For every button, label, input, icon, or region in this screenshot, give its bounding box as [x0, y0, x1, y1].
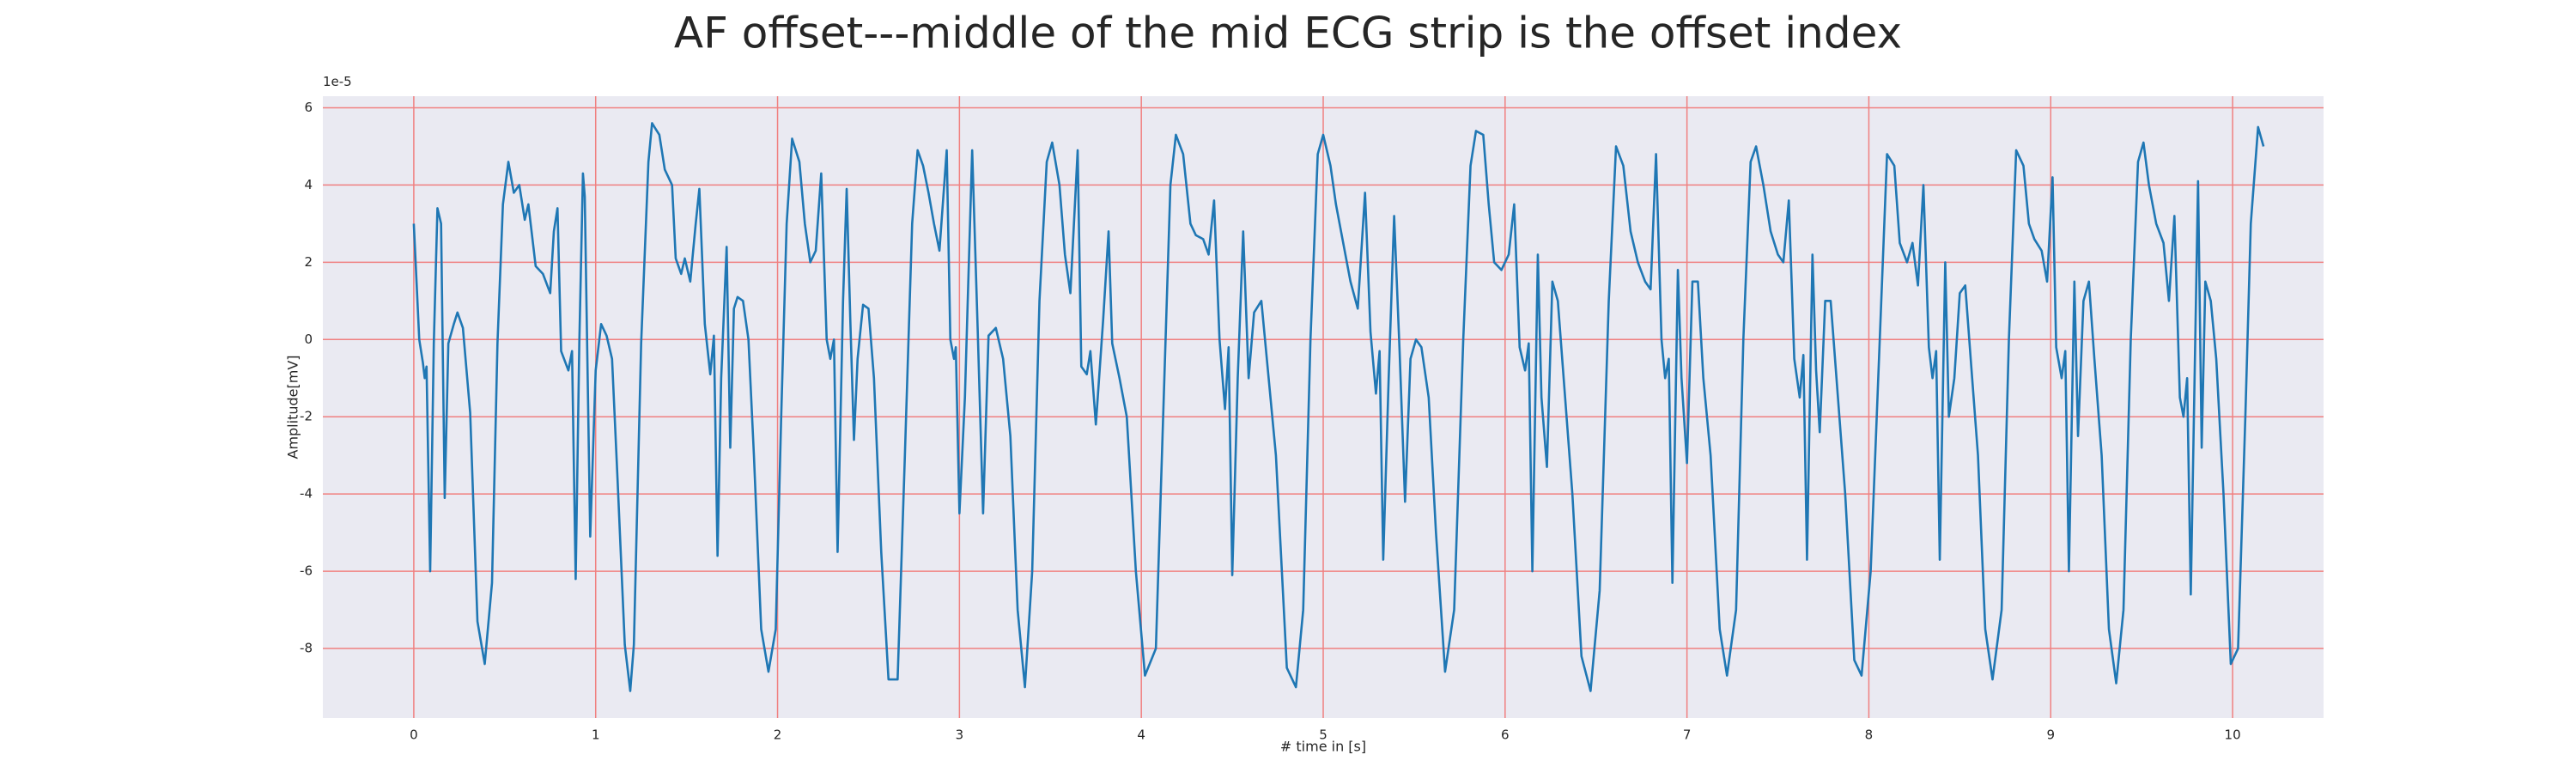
x-tick-label: 2 — [774, 727, 782, 743]
x-tick-label: 8 — [1865, 727, 1874, 743]
x-tick-label: 7 — [1683, 727, 1692, 743]
y-tick-label: 4 — [304, 177, 313, 192]
y-tick-label: -2 — [300, 409, 313, 424]
y-tick-label: -4 — [300, 486, 313, 502]
x-tick-label: 1 — [592, 727, 600, 743]
chart-title: AF offset---middle of the mid ECG strip … — [674, 9, 1902, 58]
x-tick-label: 3 — [956, 727, 964, 743]
x-tick-label: 4 — [1137, 727, 1145, 743]
x-axis-label: # time in [s] — [1280, 739, 1366, 755]
y-offset-text: 1e-5 — [323, 74, 352, 89]
x-tick-label: 6 — [1501, 727, 1510, 743]
ecg-line — [412, 122, 2265, 692]
y-tick-label: -6 — [300, 563, 313, 579]
y-tick-label: -8 — [300, 641, 313, 656]
x-tick-label: 9 — [2046, 727, 2055, 743]
x-tick-label: 5 — [1319, 727, 1327, 743]
y-tick-label: 2 — [304, 254, 313, 270]
x-tick-label: 0 — [410, 727, 418, 743]
y-tick-label: 0 — [304, 332, 313, 347]
y-axis-label: Amplitude[mV] — [285, 355, 301, 459]
x-tick-label: 10 — [2225, 727, 2241, 743]
y-tick-label: 6 — [304, 100, 313, 115]
